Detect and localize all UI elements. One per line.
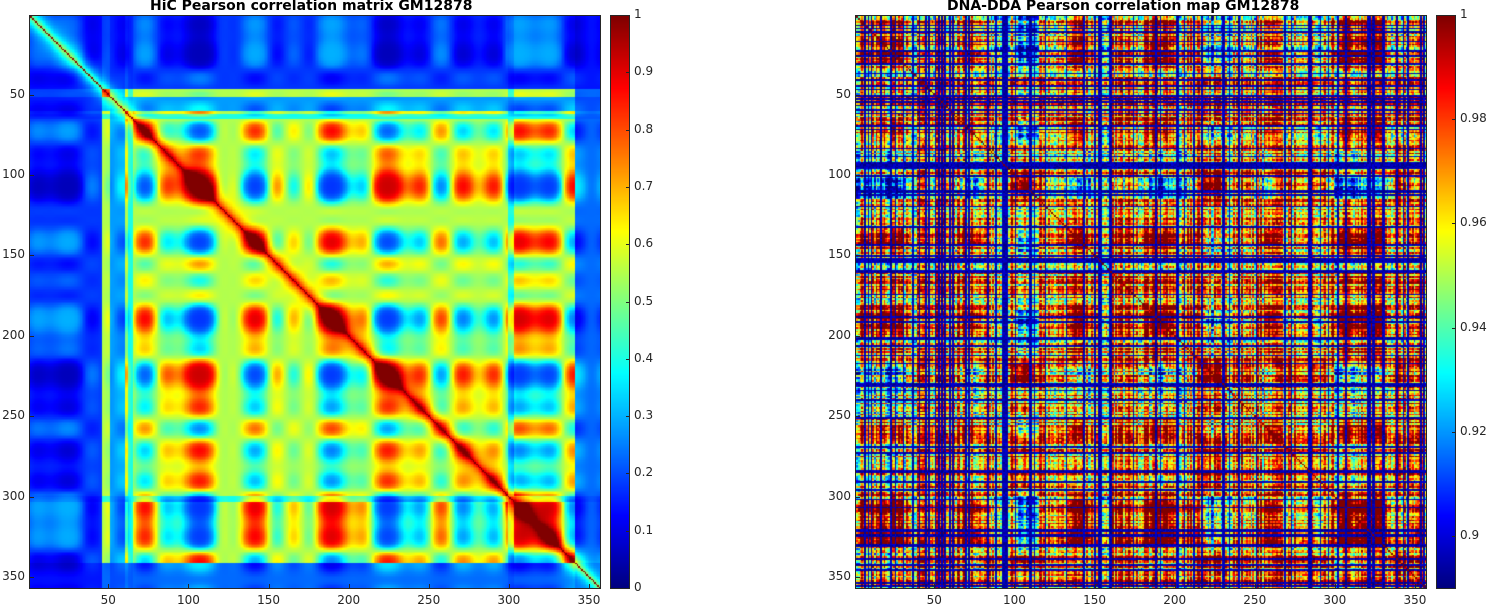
hic-xtick-label: 50: [100, 593, 116, 607]
hic-ytick-mark: [29, 496, 34, 498]
dna-dda-xtick-label: 100: [1002, 593, 1026, 607]
hic-colorbar-tick-mark: [626, 72, 630, 74]
dna-dda-colorbar-tick-label: 0.96: [1460, 215, 1487, 230]
dna-dda-colorbar-tick-mark: [1452, 535, 1456, 537]
dna-dda-xtick-mark: [1414, 584, 1416, 589]
hic-xtick-label: 150: [257, 593, 280, 607]
hic-colorbar-tick-label: 0: [634, 580, 642, 594]
hic-xtick-mark: [348, 584, 350, 589]
dna-dda-xtick-label: 200: [1163, 593, 1187, 607]
hic-xtick-mark: [428, 584, 430, 589]
dna-dda-ytick-label: 150: [828, 247, 851, 262]
dna-dda-colorbar-tick-mark: [1452, 119, 1456, 121]
dna-dda-ytick-label: 350: [828, 568, 851, 583]
hic-xtick-mark: [108, 584, 110, 589]
hic-colorbar-tick-mark: [626, 186, 630, 188]
hic-xtick-mark: [588, 584, 590, 589]
right-chart-title: DNA-DDA Pearson correlation map GM12878: [947, 0, 1300, 14]
dna-dda-colorbar-tick-label: 0.92: [1460, 423, 1487, 438]
dna-dda-xtick-label: 350: [1403, 593, 1427, 607]
hic-colorbar-tick-label: 0.8: [634, 121, 654, 136]
hic-colorbar-tick-label: 0.2: [634, 465, 654, 480]
hic-xtick-label: 350: [577, 593, 601, 607]
hic-ytick-mark: [29, 416, 34, 418]
dna-dda-ytick-mark: [855, 94, 860, 96]
hic-xtick-label: 100: [176, 593, 200, 607]
hic-colorbar-tick-mark: [626, 473, 630, 475]
hic-colorbar-tick-label: 0.3: [634, 408, 654, 423]
dna-dda-ytick-mark: [855, 416, 860, 418]
dna-dda-colorbar-tick-mark: [1452, 327, 1456, 329]
hic-xtick-mark: [188, 584, 190, 589]
hic-ytick-label: 100: [2, 166, 25, 181]
dna-dda-colorbar-tick-label: 0.98: [1460, 111, 1487, 126]
hic-colorbar-tick-mark: [626, 530, 630, 532]
dna-dda-colorbar-gradient: [1437, 16, 1455, 588]
hic-colorbar-tick-mark: [626, 358, 630, 360]
hic-ytick-mark: [29, 94, 34, 96]
hic-colorbar-tick-mark: [626, 588, 630, 589]
hic-ytick-mark: [29, 335, 34, 337]
hic-ytick-label: 150: [2, 247, 25, 262]
dna-dda-xtick-mark: [1094, 584, 1096, 589]
hic-colorbar-tick-label: 0.7: [634, 178, 654, 193]
dna-dda-ytick-label: 300: [828, 488, 851, 503]
hic-colorbar-tick-mark: [626, 416, 630, 418]
hic-colorbar-tick-label: 1: [634, 7, 642, 21]
dna-dda-ytick-mark: [855, 255, 860, 257]
dna-dda-xtick-label: 250: [1243, 593, 1267, 607]
dna-dda-xtick-label: 150: [1083, 593, 1106, 607]
hic-colorbar-gradient: [611, 16, 629, 588]
dna-dda-ytick-mark: [855, 496, 860, 498]
dna-dda-ytick-label: 200: [828, 327, 851, 342]
hic-xtick-mark: [508, 584, 510, 589]
dna-dda-colorbar-tick-mark: [1452, 223, 1456, 225]
dna-dda-xtick-mark: [1334, 584, 1336, 589]
hic-colorbar-tick-label: 0.1: [634, 522, 654, 537]
hic-ytick-label: 50: [9, 86, 25, 101]
hic-colorbar-tick-label: 0.9: [634, 64, 654, 79]
hic-colorbar-tick-mark: [626, 301, 630, 303]
left-chart-title: HiC Pearson correlation matrix GM12878: [150, 0, 473, 14]
hic-ytick-label: 300: [2, 488, 25, 503]
hic-ytick-mark: [29, 576, 34, 578]
dna-dda-ytick-mark: [855, 174, 860, 176]
dna-dda-xtick-mark: [934, 584, 936, 589]
dna-dda-colorbar: [1436, 15, 1456, 589]
hic-ytick-label: 200: [2, 327, 25, 342]
dna-dda-ytick-mark: [855, 335, 860, 337]
dna-dda-heatmap: [855, 15, 1427, 589]
dna-dda-xtick-label: 50: [926, 593, 942, 607]
hic-ytick-label: 250: [2, 408, 25, 423]
dna-dda-heatmap-cells: [856, 16, 1426, 588]
dna-dda-colorbar-tick-mark: [1452, 431, 1456, 433]
hic-heatmap: [29, 15, 601, 589]
dna-dda-colorbar-tick-label: 0.9: [1460, 527, 1480, 542]
hic-colorbar-tick-mark: [626, 15, 630, 16]
dna-dda-ytick-label: 250: [828, 408, 851, 423]
hic-xtick-label: 200: [337, 593, 361, 607]
hic-colorbar-tick-label: 0.4: [634, 350, 654, 365]
dna-dda-xtick-mark: [1174, 584, 1176, 589]
dna-dda-xtick-mark: [1014, 584, 1016, 589]
dna-dda-xtick-label: 300: [1323, 593, 1347, 607]
dna-dda-ytick-label: 50: [835, 86, 851, 101]
hic-xtick-mark: [268, 584, 270, 589]
hic-colorbar-tick-label: 0.6: [634, 236, 654, 251]
dna-dda-colorbar-tick-mark: [1452, 15, 1456, 16]
hic-heatmap-cells: [30, 16, 600, 588]
hic-colorbar-tick-label: 0.5: [634, 293, 654, 308]
dna-dda-colorbar-tick-label: 0.94: [1460, 319, 1487, 334]
hic-ytick-mark: [29, 174, 34, 176]
dna-dda-ytick-mark: [855, 576, 860, 578]
dna-dda-colorbar-tick-label: 1: [1460, 7, 1468, 21]
hic-ytick-label: 350: [2, 568, 25, 583]
dna-dda-ytick-label: 100: [828, 166, 851, 181]
dna-dda-xtick-mark: [1254, 584, 1256, 589]
hic-colorbar-tick-mark: [626, 129, 630, 131]
hic-colorbar-tick-mark: [626, 244, 630, 246]
hic-ytick-mark: [29, 255, 34, 257]
hic-xtick-label: 300: [497, 593, 521, 607]
hic-xtick-label: 250: [417, 593, 441, 607]
